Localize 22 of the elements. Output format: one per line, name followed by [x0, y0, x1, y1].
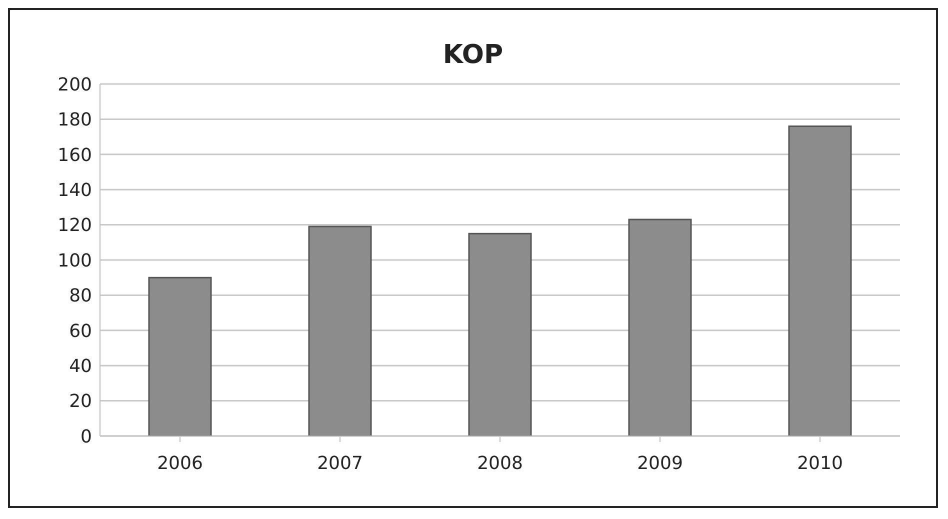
- bar: [628, 218, 692, 436]
- y-tick-label: 160: [58, 144, 92, 166]
- x-tick-label: 2007: [317, 452, 363, 474]
- y-tick-label: 180: [58, 110, 92, 131]
- bar: [468, 232, 532, 436]
- bar: [308, 226, 372, 436]
- y-tick-label: 100: [58, 250, 92, 272]
- bar: [148, 276, 212, 436]
- y-tick-label: 20: [69, 391, 92, 412]
- x-tick-label: 2006: [157, 452, 203, 474]
- x-tick-label: 2009: [637, 452, 683, 474]
- y-tick-label: 0: [80, 426, 92, 448]
- chart-title: KOP: [442, 40, 504, 72]
- x-tick-label: 2010: [797, 452, 843, 474]
- y-tick-label: 60: [69, 320, 92, 342]
- y-tick-label: 80: [69, 286, 92, 307]
- y-tick-label: 200: [58, 74, 92, 96]
- bar: [788, 125, 852, 436]
- y-tick-label: 140: [58, 180, 92, 201]
- y-tick-label: 120: [58, 215, 92, 236]
- y-tick-label: 40: [69, 356, 92, 377]
- x-tick-label: 2008: [477, 452, 523, 474]
